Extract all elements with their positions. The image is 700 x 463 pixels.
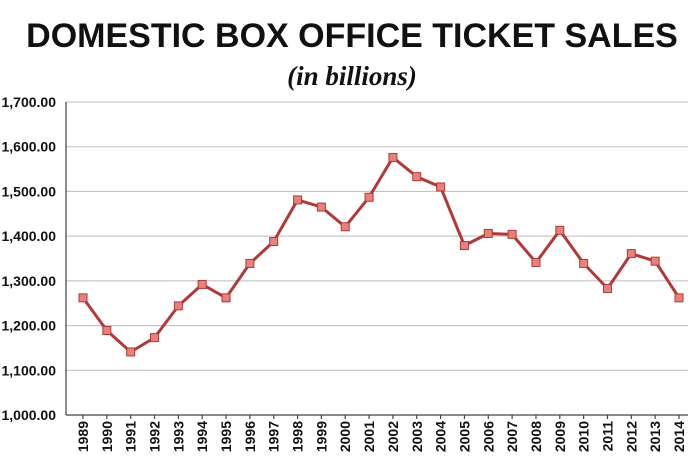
data-point	[340, 222, 350, 232]
series-line	[81, 155, 681, 354]
x-tick-label: 1995	[218, 421, 234, 452]
data-point	[102, 325, 112, 335]
data-point	[507, 229, 517, 239]
x-tick-label: 1997	[266, 421, 282, 452]
data-point	[293, 195, 303, 205]
data-point	[436, 182, 446, 192]
x-axis-tick-labels: 1989 1990 1991 1992 1993 1994 1995 1996 1997 1998…	[75, 421, 687, 452]
x-tick-label: 2002	[385, 421, 401, 452]
data-point	[150, 333, 160, 343]
y-tick-label: 1,600.00	[2, 139, 57, 155]
x-tick-label: 1996	[242, 421, 258, 452]
y-tick-label: 1,500.00	[2, 183, 57, 199]
data-point	[650, 256, 660, 266]
x-tick-label: 1998	[290, 421, 306, 452]
data-point	[602, 283, 612, 293]
data-point	[626, 249, 636, 259]
y-tick-label: 1,100.00	[2, 362, 57, 378]
data-point	[221, 293, 231, 303]
data-point	[459, 241, 469, 251]
x-tick-label: 2006	[480, 421, 496, 452]
y-tick-label: 1,400.00	[2, 228, 57, 244]
x-tick-label: 2012	[623, 421, 639, 452]
x-tick-label: 1999	[313, 421, 329, 452]
x-tick-label: 1992	[147, 421, 163, 452]
x-tick-label: 2008	[528, 421, 544, 452]
y-tick-label: 1,700.00	[2, 94, 57, 110]
data-point	[579, 258, 589, 268]
axes	[65, 102, 688, 419]
x-tick-label: 1993	[170, 421, 186, 452]
x-tick-label: 2011	[599, 421, 615, 452]
data-point	[245, 258, 255, 268]
chart-title: DOMESTIC BOX OFFICE TICKET SALES	[26, 17, 678, 55]
x-tick-label: 1994	[194, 421, 210, 452]
gridlines	[66, 101, 688, 371]
series-layer	[78, 152, 684, 357]
x-tick-label: 2013	[647, 421, 663, 452]
chart-subtitle: (in billions)	[287, 61, 417, 91]
x-tick-label: 2001	[361, 421, 377, 452]
y-tick-label: 1,000.00	[2, 407, 57, 423]
data-point	[555, 225, 565, 235]
data-point	[674, 293, 684, 303]
data-point	[78, 293, 88, 303]
data-point	[126, 347, 136, 357]
data-point	[197, 279, 207, 289]
x-tick-label: 2005	[456, 421, 472, 452]
x-tick-label: 2004	[433, 421, 449, 452]
x-tick-label: 2014	[671, 421, 687, 452]
data-point	[412, 172, 422, 182]
x-tick-label: 1991	[123, 421, 139, 452]
x-tick-label: 2007	[504, 421, 520, 452]
x-tick-label: 2000	[337, 421, 353, 452]
data-point	[364, 192, 374, 202]
x-tick-label: 1990	[99, 421, 115, 452]
data-point	[531, 258, 541, 268]
x-tick-label: 2010	[576, 421, 592, 452]
data-point	[483, 228, 493, 238]
y-tick-label: 1,200.00	[2, 318, 57, 334]
x-tick-label: 2003	[409, 421, 425, 452]
y-tick-label: 1,300.00	[2, 273, 57, 289]
y-axis-tick-labels: 1,000.00 1,100.00 1,200.00 1,300.00 1,400.00…	[2, 94, 57, 423]
x-tick-label: 1989	[75, 421, 91, 452]
data-point	[173, 301, 183, 311]
data-point	[269, 237, 279, 247]
x-tick-label: 2009	[552, 421, 568, 452]
data-point	[316, 202, 326, 212]
data-point	[388, 152, 398, 162]
